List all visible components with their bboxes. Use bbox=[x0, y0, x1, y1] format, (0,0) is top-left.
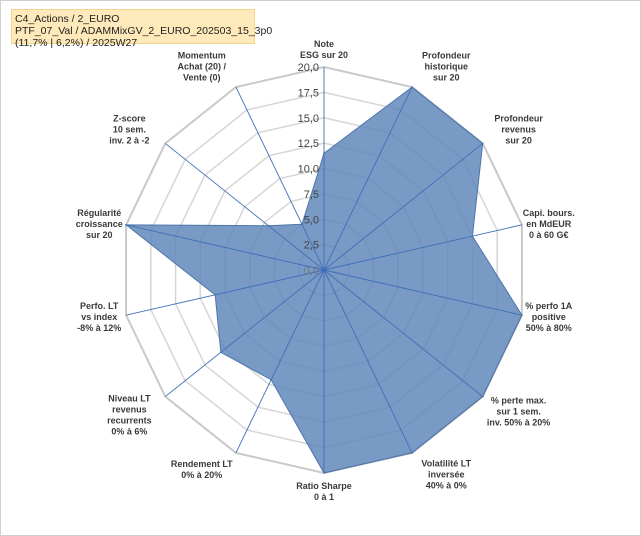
axis-label-line: Rendement LT bbox=[171, 459, 233, 469]
axis-label-line: Note bbox=[314, 39, 334, 49]
axis-label-line: Ratio Sharpe bbox=[296, 481, 352, 491]
axis-label-line: Achat (20) / bbox=[177, 61, 226, 71]
axis-label-line: croissance bbox=[76, 219, 123, 229]
axis-spoke bbox=[323, 86, 413, 271]
axis-label: Rendement LT0% à 20% bbox=[171, 459, 233, 480]
axis-spoke bbox=[323, 269, 523, 316]
axis-label-line: Z-score bbox=[113, 113, 146, 123]
tick-label: 15,0 bbox=[298, 113, 319, 125]
axis-label-line: historique bbox=[424, 61, 468, 71]
axis-label-line: Vente (0) bbox=[183, 72, 221, 82]
axis-label-line: Régularité bbox=[77, 208, 121, 218]
axis-label-line: revenus bbox=[501, 124, 536, 134]
axis-spoke bbox=[323, 143, 483, 271]
axis-label-line: positive bbox=[532, 312, 566, 322]
axis-label-line: Profondeur bbox=[422, 50, 471, 60]
tick-label: 2,5 bbox=[304, 240, 319, 252]
axis-label-line: Niveau LT bbox=[108, 394, 151, 404]
axis-label-line: sur 20 bbox=[505, 135, 532, 145]
axis-label-line: Momentum bbox=[178, 50, 226, 60]
axis-label-line: Capi. bours. bbox=[523, 208, 575, 218]
axis-label-line: ESG sur 20 bbox=[300, 50, 348, 60]
axis-label-line: vs index bbox=[81, 312, 117, 322]
axis-spoke bbox=[125, 269, 325, 316]
axis-spoke bbox=[165, 143, 325, 271]
axis-label-line: Profondeur bbox=[494, 113, 543, 123]
axis-label-line: 0% à 6% bbox=[111, 427, 147, 437]
axis-spoke bbox=[323, 224, 523, 271]
axis-label-line: Perfo. LT bbox=[80, 301, 119, 311]
axis-spoke bbox=[125, 224, 325, 271]
info-line-2: PTF_07_Val / ADAMMixGV_2_EURO_202503_15_… bbox=[15, 25, 273, 37]
axis-spoke bbox=[235, 86, 325, 271]
tick-label: 10,0 bbox=[298, 164, 319, 176]
axis-label-line: -8% à 12% bbox=[77, 323, 121, 333]
axis-spoke bbox=[235, 269, 325, 454]
axis-label-line: en MdEUR bbox=[526, 219, 572, 229]
axis-label-line: 0% à 20% bbox=[181, 470, 222, 480]
axis-label-line: 0 à 60 G€ bbox=[529, 230, 569, 240]
axis-spoke bbox=[323, 269, 413, 454]
tick-label: 20,0 bbox=[298, 62, 319, 74]
axis-label-line: 40% à 0% bbox=[426, 481, 467, 491]
axis-label-line: sur 1 sem. bbox=[496, 407, 541, 417]
axis-label-line: recurrents bbox=[107, 416, 152, 426]
axis-label-line: % perte max. bbox=[491, 396, 547, 406]
axis-label-line: Volatilité LT bbox=[421, 459, 471, 469]
axis-label-line: inv. 50% à 20% bbox=[487, 418, 550, 428]
radial-tick-labels: 0,0 2,5 5,0 7,5 10,0 12,5 15,0 17,5 20,0 bbox=[298, 62, 319, 277]
info-line-1: C4_Actions / 2_EURO bbox=[15, 13, 120, 25]
axis-spoke bbox=[323, 269, 483, 397]
axis-label-line: sur 20 bbox=[433, 72, 460, 82]
axis-label: % perte max.sur 1 sem.inv. 50% à 20% bbox=[487, 396, 550, 428]
axis-label-line: % perfo 1A bbox=[525, 301, 573, 311]
axis-label-line: revenus bbox=[112, 405, 147, 415]
axis-label-line: 0 à 1 bbox=[314, 492, 334, 502]
axis-label-line: sur 20 bbox=[86, 230, 113, 240]
tick-label: 5,0 bbox=[304, 214, 319, 226]
axis-spoke bbox=[165, 269, 325, 397]
tick-label: 7,5 bbox=[304, 189, 319, 201]
portfolio-info-box: C4_Actions / 2_EURO PTF_07_Val / ADAMMix… bbox=[11, 9, 273, 49]
axis-label-line: inv. 2 à -2 bbox=[109, 135, 149, 145]
axis-label-line: inversée bbox=[428, 470, 465, 480]
axis-label-line: 50% à 80% bbox=[526, 323, 572, 333]
tick-label: 12,5 bbox=[298, 138, 319, 150]
tick-label: 0,0 bbox=[304, 265, 319, 277]
tick-label: 17,5 bbox=[298, 87, 319, 99]
axis-label-line: 10 sem. bbox=[113, 124, 146, 134]
radar-spokes bbox=[125, 67, 523, 473]
info-line-3: (11,7% | 6,2%) / 2025W27 bbox=[15, 37, 138, 49]
